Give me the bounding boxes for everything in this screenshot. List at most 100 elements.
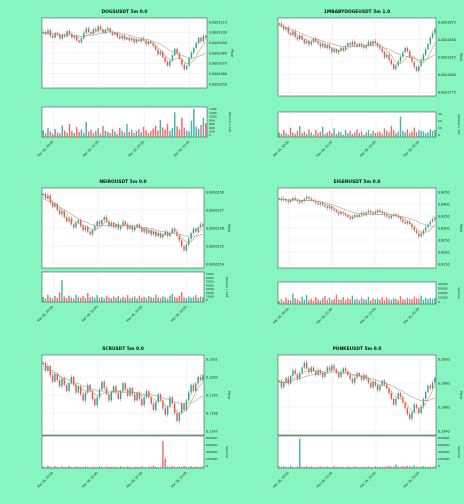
volume-bar	[54, 466, 56, 468]
volume-bar	[308, 300, 310, 304]
candle-body	[299, 201, 301, 203]
time-tick-label: Mar 26, 03:00	[173, 140, 191, 158]
candle-body	[141, 227, 143, 232]
volume-bar	[283, 466, 285, 468]
volume-bar	[427, 466, 429, 468]
volume-bar	[418, 298, 420, 304]
candle-body	[292, 370, 294, 376]
volume-bar	[91, 466, 94, 468]
candle-body	[372, 381, 374, 388]
candle-body	[192, 384, 195, 392]
volume-bar	[75, 294, 77, 302]
candle-body	[358, 43, 360, 47]
volume-bar	[54, 296, 56, 302]
candle-body	[205, 35, 207, 38]
candle-body	[294, 31, 296, 37]
candle-body	[299, 35, 301, 40]
candle-body	[422, 230, 425, 234]
volume-bar	[289, 465, 292, 468]
candle-body	[308, 41, 310, 45]
volume-tick-label: 1000	[206, 294, 214, 298]
volume-bar	[117, 467, 120, 468]
candle-body	[294, 197, 296, 200]
candle-body	[92, 29, 95, 34]
volume-tick-label: 6000	[206, 276, 214, 280]
candle-body	[122, 383, 124, 392]
candle-body	[399, 217, 402, 220]
candle-body	[399, 393, 402, 397]
candle-body	[321, 373, 324, 377]
candle-body	[335, 210, 338, 213]
candle-body	[406, 221, 409, 224]
volume-bar	[63, 466, 66, 468]
volume-bar	[315, 129, 317, 137]
moving-average-slow-line	[43, 31, 206, 59]
candle-body	[117, 224, 120, 229]
volume-bar	[395, 298, 397, 304]
candle-body	[434, 28, 436, 33]
candle-body	[87, 227, 89, 232]
volume-bar	[111, 129, 114, 137]
candle-body	[110, 392, 112, 401]
volume-bar	[422, 466, 425, 468]
candle-body	[197, 227, 199, 232]
candle-body	[315, 38, 317, 42]
volume-bar	[162, 296, 164, 302]
chart-title: PONKEUSDT 5m 0.0	[333, 346, 382, 352]
volume-bar	[71, 131, 73, 137]
volume-tick-label: 600000	[438, 443, 450, 447]
volume-bar	[331, 133, 333, 137]
candle-body	[390, 60, 393, 65]
candle-body	[349, 43, 351, 46]
candle-body	[292, 197, 294, 200]
volume-bar	[285, 297, 287, 304]
volume-bar	[399, 116, 402, 137]
candle-body	[431, 32, 434, 38]
volume-bar	[92, 132, 95, 137]
volume-panel	[41, 435, 205, 469]
candle-body	[111, 32, 114, 35]
candle-body	[200, 37, 202, 42]
candle-body	[51, 202, 54, 207]
candle-body	[287, 377, 290, 384]
volume-bar	[140, 132, 142, 137]
candle-body	[305, 196, 308, 199]
candle-body	[356, 373, 358, 378]
volume-tick-label: 200000	[438, 457, 450, 461]
candle-body	[289, 32, 292, 35]
price-tick-label: 0.0001060	[209, 72, 227, 76]
price-axis-label: Price	[227, 391, 231, 399]
candle-body	[328, 206, 331, 209]
volume-bar	[98, 297, 101, 302]
volume-bar	[129, 298, 131, 302]
volume-bar	[324, 296, 326, 304]
volume-bar	[308, 467, 310, 468]
candle-body	[130, 38, 133, 41]
volume-bar	[301, 296, 303, 304]
candle-body	[173, 228, 176, 232]
candle-body	[324, 43, 326, 48]
volume-tick-label: 20	[438, 119, 442, 123]
volume-bar	[47, 294, 49, 302]
volume-bar	[192, 466, 195, 468]
volume-bar	[188, 296, 190, 302]
volume-bar	[415, 466, 418, 468]
candle-body	[176, 48, 178, 54]
volume-bar	[42, 296, 44, 302]
time-tick-label: Mar 26, 00:00	[272, 471, 290, 489]
moving-average-slow-line	[43, 368, 203, 404]
candle-body	[402, 219, 404, 222]
volume-bar	[317, 466, 319, 468]
volume-bar	[157, 130, 159, 137]
candle-body	[342, 368, 344, 373]
volume-bar	[321, 126, 324, 137]
volume-bar	[333, 298, 335, 304]
volume-bar	[337, 131, 340, 137]
candle-body	[159, 233, 162, 238]
candle-body	[140, 38, 142, 42]
candle-body	[333, 365, 335, 370]
volume-bar	[287, 299, 290, 304]
volume-bar	[131, 467, 134, 468]
volume-bar	[397, 300, 399, 304]
volume-bar	[59, 133, 61, 137]
